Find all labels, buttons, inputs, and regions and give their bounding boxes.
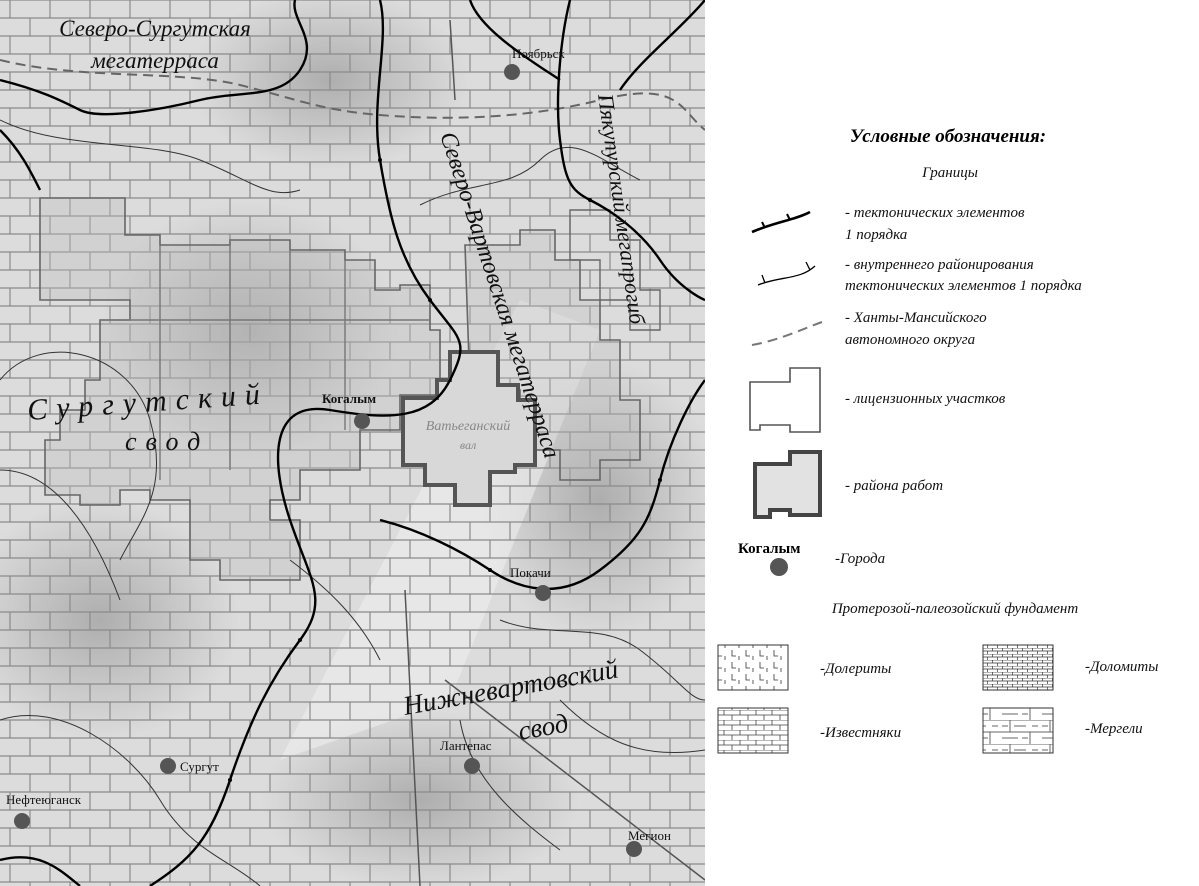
region-label: свод — [125, 427, 209, 456]
region-label: мегатерраса — [90, 48, 219, 73]
map-shape — [464, 758, 480, 774]
legend-text: автономного округа — [845, 332, 975, 348]
map-shape — [378, 158, 382, 162]
legend-text: -Известняки — [820, 725, 901, 741]
map-shape — [588, 198, 592, 202]
map-shape — [718, 645, 788, 690]
city-label: Покачи — [510, 565, 551, 580]
map-shape — [428, 298, 432, 302]
map-shape — [228, 778, 232, 782]
map-shape — [160, 758, 176, 774]
city-label: Когалым — [322, 391, 376, 406]
region-label: вал — [460, 438, 476, 452]
legend-text: 1 порядка — [845, 227, 907, 243]
map-shape — [626, 841, 642, 857]
region-label: Северо-Сургутская — [59, 16, 251, 41]
city-label: Мегион — [628, 828, 671, 843]
map-shape — [658, 478, 662, 482]
legend-text: - Ханты-Мансийского — [845, 310, 987, 326]
map-shape — [14, 813, 30, 829]
city-label: Сургут — [180, 759, 219, 774]
map-shape — [718, 708, 788, 753]
legend-text: -Мергели — [1085, 721, 1143, 737]
map-shape — [488, 568, 492, 572]
map: Северо-Сургутская мегатерраса Сургутский… — [0, 0, 720, 886]
legend-text: -Доломиты — [1085, 659, 1158, 675]
legend: Условные обозначения: Границы - тектонич… — [718, 126, 1158, 753]
legend-text: - лицензионных участков — [845, 391, 1006, 407]
legend-text: -Долериты — [820, 661, 891, 677]
legend-text: -Города — [835, 551, 885, 567]
map-shape — [983, 645, 1053, 690]
legend-text: - внутреннего районирования — [845, 257, 1034, 273]
legend-heading: Протерозой-палеозойский фундамент — [831, 601, 1079, 617]
map-shape — [752, 322, 822, 345]
map-shape — [504, 64, 520, 80]
city-label: Ноябрьск — [512, 46, 565, 61]
map-shape — [755, 452, 820, 517]
map-shape — [758, 266, 815, 285]
page: Северо-Сургутская мегатерраса Сургутский… — [0, 0, 1199, 886]
region-label: Ватьеганский — [426, 419, 510, 434]
map-shape — [752, 212, 810, 232]
map-shape — [983, 708, 1053, 753]
map-shape — [298, 638, 302, 642]
legend-heading: Границы — [921, 165, 978, 181]
legend-text: тектонических элементов 1 порядка — [845, 278, 1082, 294]
legend-title: Условные обозначения: — [850, 126, 1046, 147]
map-shape — [762, 262, 810, 283]
legend-city-sample: Когалым — [738, 541, 800, 557]
city-label: Лантепас — [440, 738, 492, 753]
map-shape — [354, 413, 370, 429]
legend-text: - района работ — [845, 478, 943, 494]
city-label: Нефтеюганск — [6, 792, 82, 807]
legend-text: - тектонических элементов — [845, 205, 1025, 221]
map-shape — [535, 585, 551, 601]
map-shape — [770, 558, 788, 576]
map-shape — [750, 368, 820, 432]
